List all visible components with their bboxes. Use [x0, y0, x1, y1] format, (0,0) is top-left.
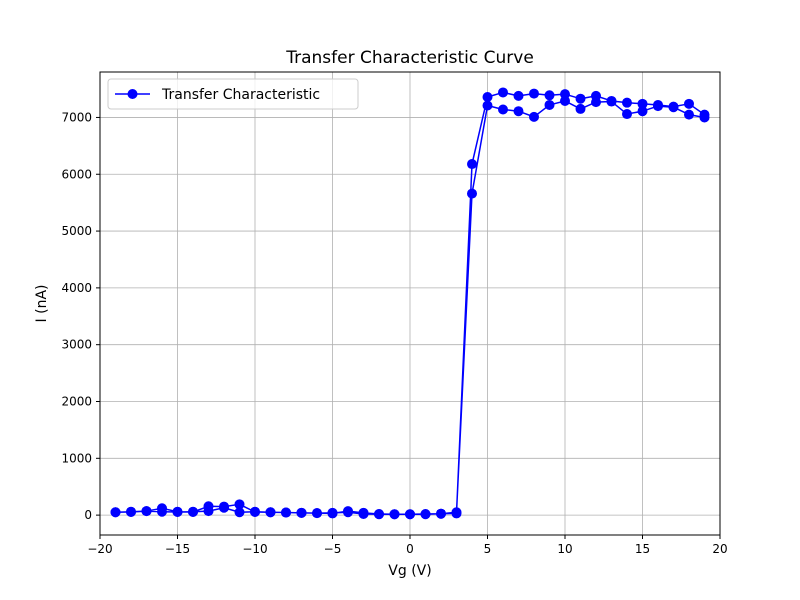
- data-point: [312, 508, 322, 519]
- data-point: [529, 111, 539, 122]
- series-layer: [110, 87, 710, 520]
- data-point: [281, 507, 291, 518]
- x-tick-label: 10: [557, 542, 572, 556]
- y-tick-label: 5000: [61, 224, 92, 238]
- data-point: [482, 91, 493, 102]
- data-point: [482, 100, 493, 111]
- y-tick-label: 7000: [61, 110, 92, 124]
- legend-label: Transfer Characteristic: [161, 87, 320, 103]
- x-tick-label: −5: [324, 542, 342, 556]
- x-tick-label: −15: [165, 542, 190, 556]
- y-tick-label: 3000: [61, 338, 92, 352]
- data-point: [467, 188, 477, 199]
- data-point: [296, 507, 307, 518]
- data-point: [653, 101, 663, 112]
- y-tick-label: 0: [84, 508, 92, 522]
- data-point: [699, 112, 710, 123]
- data-point: [591, 97, 601, 108]
- y-tick-label: 1000: [61, 451, 92, 465]
- x-tick-label: 15: [635, 542, 650, 556]
- legend-marker-icon: [127, 89, 138, 99]
- y-axis-label: I (nA): [34, 285, 50, 323]
- data-point: [560, 95, 570, 106]
- data-point: [203, 506, 214, 517]
- data-point: [234, 499, 245, 510]
- data-point: [405, 509, 415, 520]
- data-point: [513, 106, 524, 117]
- data-point: [668, 102, 679, 113]
- y-tick-label: 4000: [61, 281, 92, 295]
- data-point: [529, 88, 539, 99]
- data-point: [250, 506, 260, 517]
- data-point: [188, 506, 198, 517]
- data-point: [358, 508, 369, 519]
- x-tick-label: 20: [712, 542, 727, 556]
- data-point: [126, 506, 136, 517]
- data-point: [234, 507, 245, 518]
- data-point: [389, 509, 400, 520]
- data-point: [498, 104, 508, 115]
- data-point: [343, 507, 353, 518]
- data-point: [637, 98, 648, 109]
- data-point: [157, 506, 167, 517]
- data-point: [467, 159, 477, 170]
- data-point: [544, 90, 555, 101]
- data-point: [575, 103, 586, 114]
- x-axis-label: Vg (V): [388, 563, 431, 579]
- data-point: [684, 98, 694, 109]
- data-point: [436, 508, 446, 519]
- x-tick-label: 0: [406, 542, 414, 556]
- y-tick-label: 2000: [61, 394, 92, 408]
- x-tick-label: −20: [87, 542, 112, 556]
- data-point: [420, 509, 431, 520]
- data-point: [622, 97, 632, 108]
- data-point: [498, 87, 508, 98]
- data-point: [219, 502, 229, 513]
- data-point: [172, 506, 183, 517]
- data-point: [451, 507, 462, 518]
- data-point: [513, 90, 524, 101]
- data-point: [637, 106, 648, 117]
- y-tick-label: 6000: [61, 167, 92, 181]
- grid-lines: [99, 72, 721, 535]
- legend: Transfer Characteristic: [107, 78, 359, 110]
- x-tick-label: 5: [484, 542, 492, 556]
- data-point: [575, 93, 586, 104]
- data-point: [110, 507, 121, 518]
- data-point: [606, 96, 617, 107]
- data-point: [684, 109, 694, 120]
- axis-ticks: −20 −15 −10 −5 0 5 10 15 20 0 1000 2000 3000 4000 5000…: [61, 110, 727, 556]
- x-tick-label: −10: [242, 542, 267, 556]
- data-point: [265, 507, 276, 518]
- chart-title: Transfer Characteristic Curve: [285, 48, 534, 68]
- legend-box: [107, 78, 359, 110]
- data-point: [374, 509, 384, 520]
- data-point: [544, 99, 555, 110]
- data-point: [622, 109, 632, 120]
- data-point: [327, 507, 338, 518]
- data-point: [141, 506, 152, 517]
